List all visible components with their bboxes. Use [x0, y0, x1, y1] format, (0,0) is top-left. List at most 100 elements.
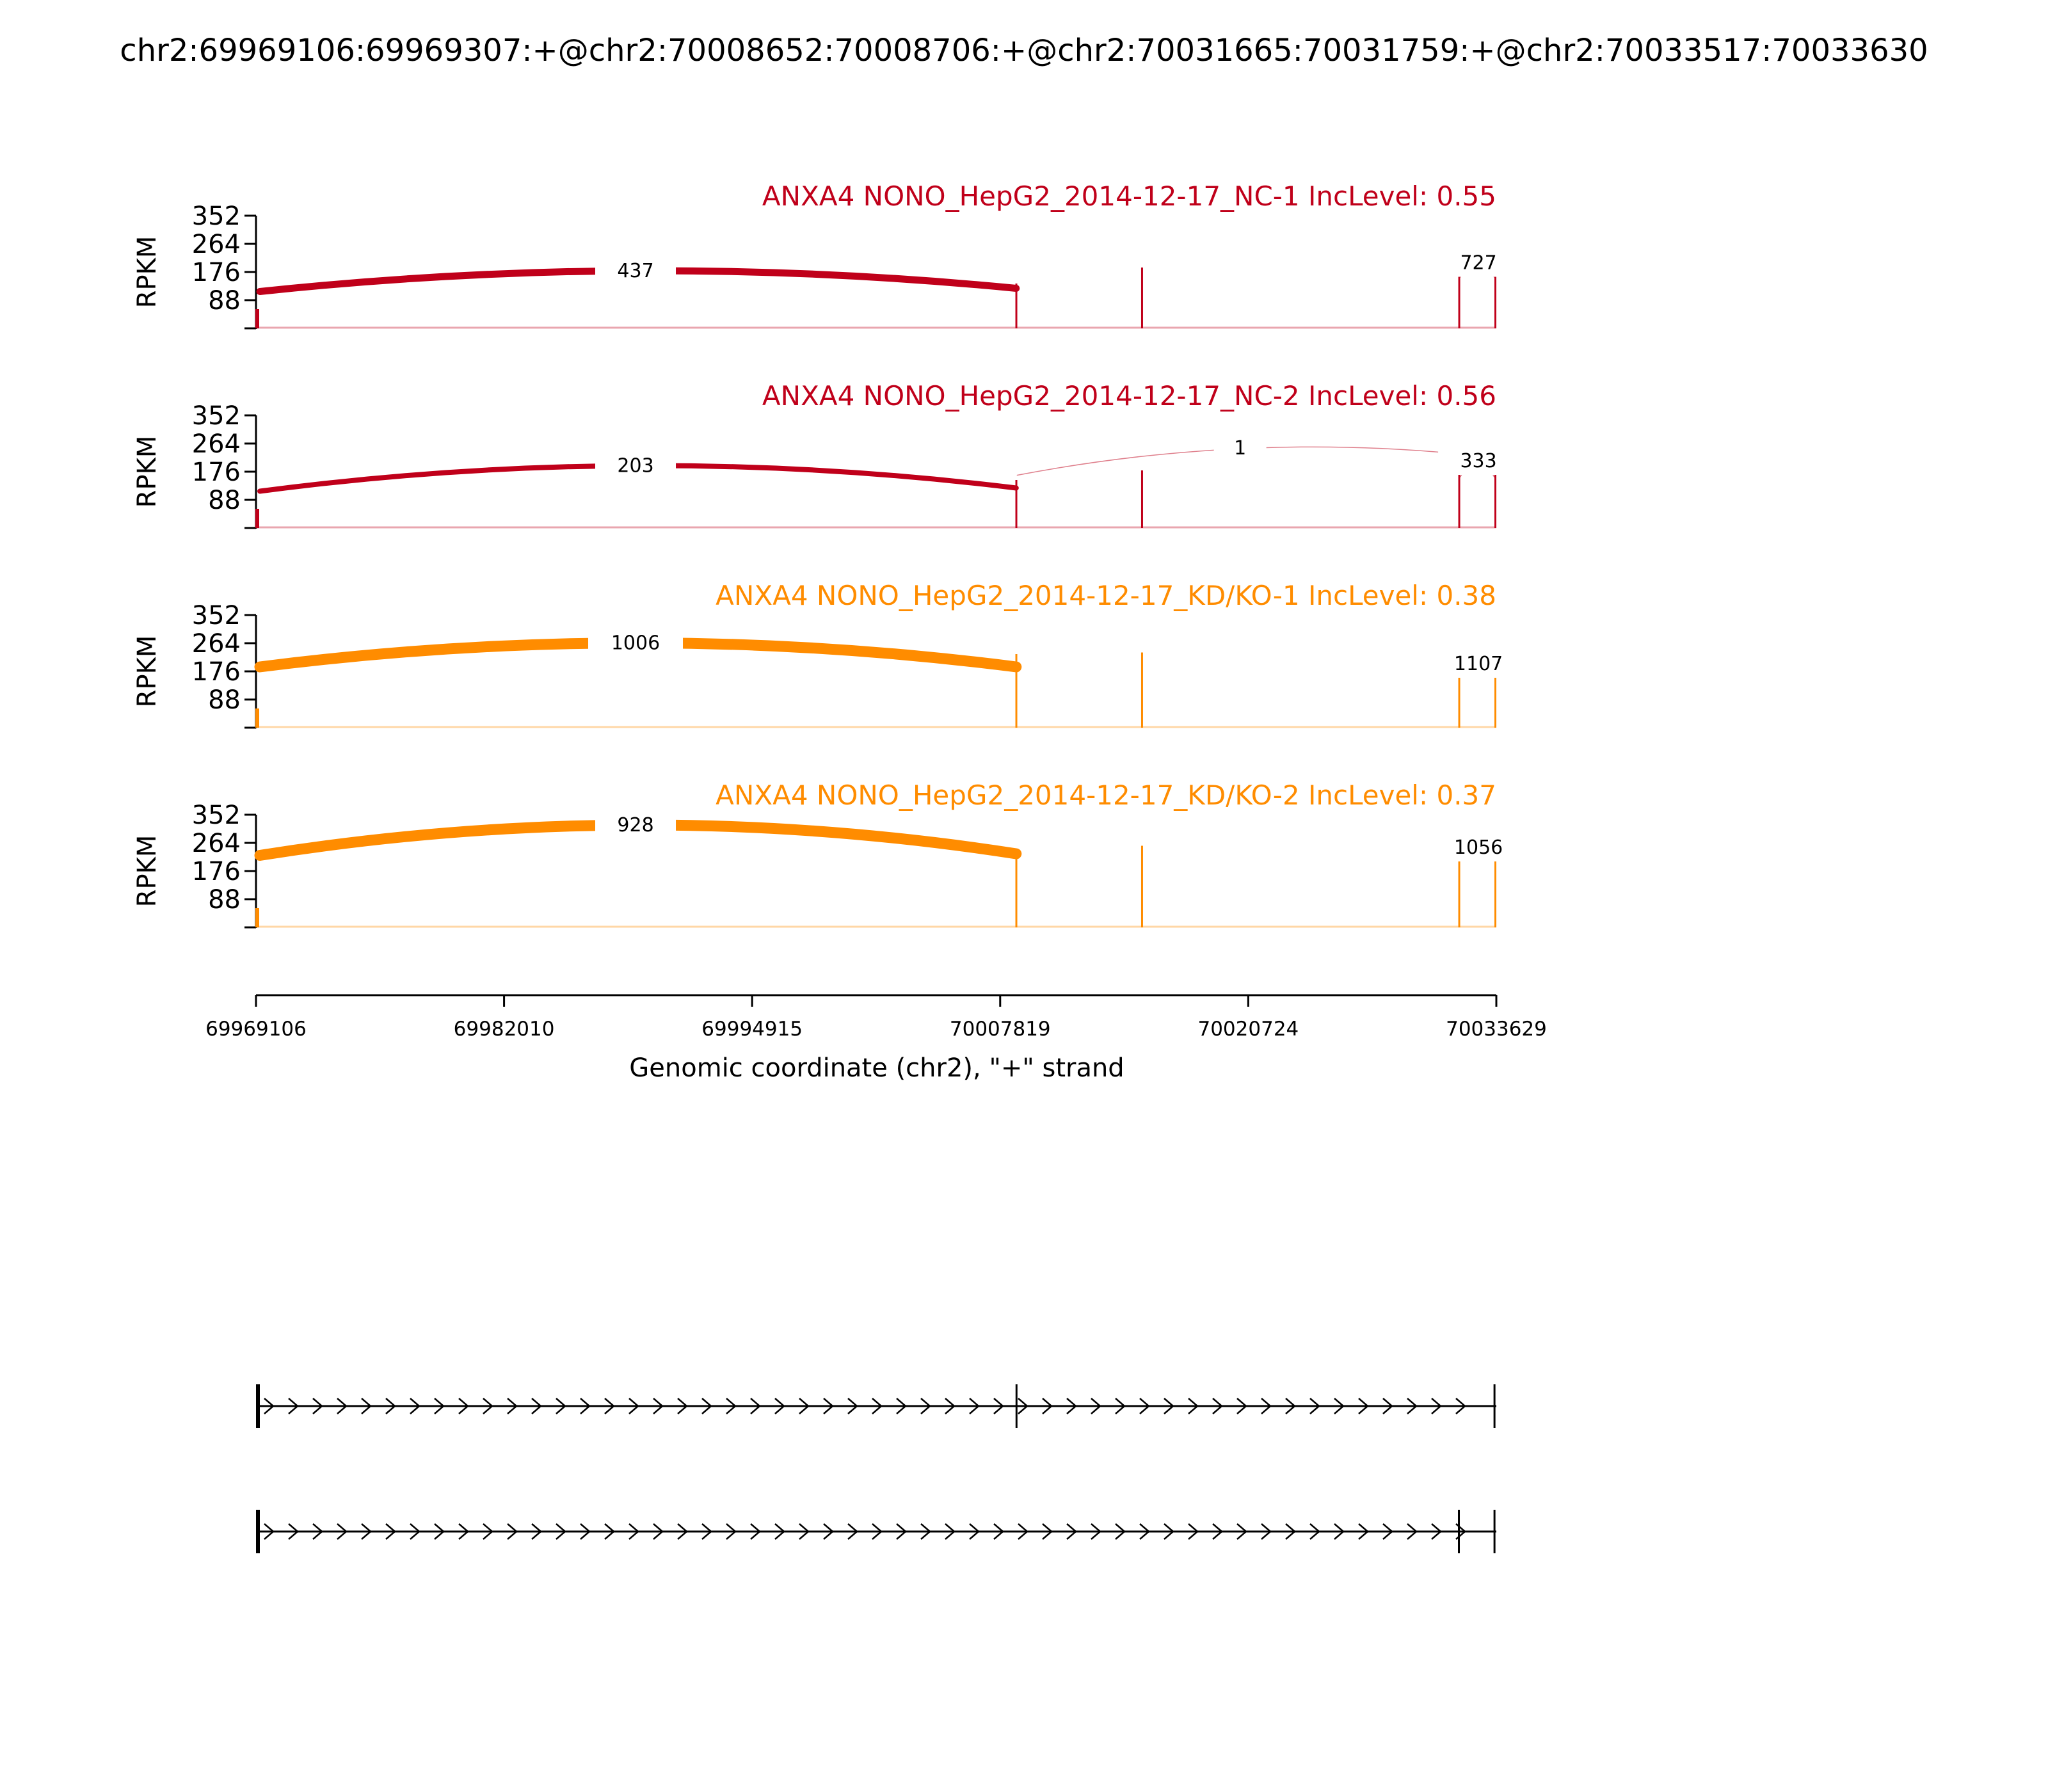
junction-count-label: 727 — [1460, 252, 1496, 275]
strand-arrow — [920, 1523, 931, 1540]
strand-arrow — [337, 1523, 348, 1540]
junction-label-bg — [1438, 449, 1519, 475]
strand-arrow — [750, 1523, 761, 1540]
strand-arrow — [531, 1523, 542, 1540]
strand-arrow — [1309, 1523, 1320, 1540]
strand-arrow — [1091, 1398, 1101, 1414]
strand-arrow — [312, 1523, 323, 1540]
exon-block — [256, 1510, 260, 1553]
strand-arrow — [434, 1523, 445, 1540]
strand-arrow — [483, 1398, 493, 1414]
strand-arrow — [653, 1523, 664, 1540]
strand-arrow — [288, 1523, 299, 1540]
strand-arrow — [531, 1398, 542, 1414]
x-tick-label: 69994915 — [701, 1018, 803, 1041]
strand-arrow — [945, 1523, 956, 1540]
strand-arrow — [1358, 1398, 1369, 1414]
strand-arrow — [556, 1398, 566, 1414]
strand-arrow — [993, 1523, 1004, 1540]
strand-arrow — [1188, 1398, 1199, 1414]
y-tick-label: 176 — [192, 657, 241, 687]
strand-arrow — [823, 1398, 834, 1414]
strand-arrow — [872, 1523, 883, 1540]
y-axis-label: RPKM — [132, 636, 162, 708]
y-axis-label: RPKM — [132, 835, 162, 908]
strand-arrow — [1066, 1523, 1077, 1540]
x-tick-label: 70007819 — [950, 1018, 1051, 1041]
strand-arrow — [288, 1398, 299, 1414]
strand-arrow — [604, 1523, 615, 1540]
strand-arrow — [385, 1523, 396, 1540]
strand-arrow — [1236, 1523, 1247, 1540]
junction-label-bg — [1431, 652, 1526, 678]
transcript-1 — [256, 1384, 1496, 1428]
exon-block — [1015, 1384, 1018, 1428]
y-tick-label: 352 — [192, 601, 241, 630]
strand-arrow — [677, 1523, 688, 1540]
y-tick-label: 352 — [192, 401, 241, 431]
strand-arrow — [1164, 1398, 1174, 1414]
strand-arrow — [1334, 1398, 1345, 1414]
strand-arrow — [1455, 1398, 1466, 1414]
strand-arrow — [1018, 1398, 1028, 1414]
exon-coverage — [255, 908, 259, 927]
strand-arrow — [1285, 1398, 1296, 1414]
x-tick-label: 69982010 — [454, 1018, 555, 1041]
strand-arrow — [726, 1398, 737, 1414]
strand-arrow — [750, 1398, 761, 1414]
exon-block — [1458, 1510, 1460, 1553]
y-tick-label: 352 — [192, 202, 241, 231]
transcript-2 — [256, 1510, 1496, 1553]
strand-arrow — [1334, 1523, 1345, 1540]
strand-arrow — [604, 1398, 615, 1414]
chart-title: chr2:69969106:69969307:+@chr2:70008652:7… — [120, 33, 1928, 68]
strand-arrow — [896, 1523, 907, 1540]
junction-count-label: 1056 — [1454, 836, 1503, 859]
strand-arrow — [701, 1523, 712, 1540]
strand-arrow — [1431, 1398, 1442, 1414]
junction-count-label: 437 — [617, 260, 653, 282]
strand-arrow — [969, 1523, 980, 1540]
y-tick-label: 264 — [192, 429, 241, 459]
strand-arrow — [872, 1398, 883, 1414]
x-axis: 69969106 69982010 69994915 70007819 70020724… — [205, 994, 1547, 1041]
strand-arrow — [1382, 1398, 1393, 1414]
strand-arrow — [1407, 1398, 1418, 1414]
junction-count-label: 1006 — [611, 632, 660, 655]
strand-arrow — [653, 1398, 664, 1414]
strand-arrow — [823, 1523, 834, 1540]
strand-arrow — [945, 1398, 956, 1414]
y-tick-label: 352 — [192, 801, 241, 830]
strand-arrow — [1091, 1523, 1101, 1540]
strand-arrow — [1309, 1398, 1320, 1414]
strand-arrow — [799, 1523, 810, 1540]
strand-arrow — [1042, 1523, 1053, 1540]
strand-arrow — [1285, 1523, 1296, 1540]
exon-coverage — [255, 309, 259, 328]
strand-arrow — [385, 1398, 396, 1414]
x-tick-label: 69969106 — [205, 1018, 307, 1041]
strand-arrow — [1115, 1398, 1126, 1414]
strand-arrow — [969, 1398, 980, 1414]
y-tick-label: 264 — [192, 829, 241, 858]
junction-label-bg — [1431, 836, 1526, 861]
strand-arrow — [774, 1523, 785, 1540]
strand-arrow — [774, 1398, 785, 1414]
strand-arrow — [726, 1523, 737, 1540]
strand-arrow — [896, 1398, 907, 1414]
y-axis-label: RPKM — [132, 236, 162, 308]
y-axis-label: RPKM — [132, 436, 162, 508]
strand-arrow — [1236, 1398, 1247, 1414]
junction-count-label: 333 — [1460, 450, 1496, 472]
strand-arrow — [701, 1398, 712, 1414]
strand-arrow — [361, 1523, 372, 1540]
transcripts — [256, 1384, 1496, 1553]
strand-arrow — [847, 1523, 858, 1540]
strand-arrow — [993, 1398, 1004, 1414]
junction-count-label: 203 — [617, 455, 653, 477]
strand-arrow — [458, 1523, 469, 1540]
x-tick-label: 70033629 — [1446, 1018, 1547, 1041]
junction-label-bg — [1213, 436, 1267, 462]
junction-label-bg — [1438, 251, 1519, 277]
strand-arrow — [1115, 1523, 1126, 1540]
